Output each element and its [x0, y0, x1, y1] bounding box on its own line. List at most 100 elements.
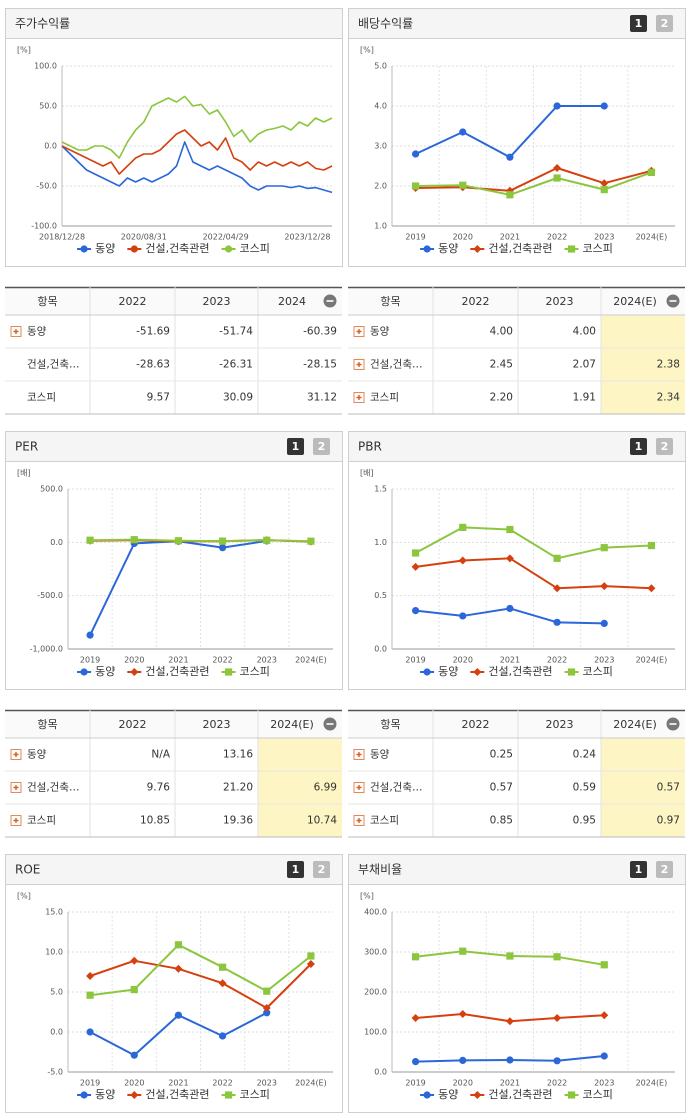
- data-point: [600, 582, 609, 591]
- page-button-label[interactable]: 1: [292, 863, 300, 876]
- data-point: [600, 179, 609, 188]
- chart-panel: ROE 1 2 [%] -5.0 0.0 5.0 10.0 15.0 2019 2020 2021 20…: [5, 854, 343, 1113]
- legend-marker: [473, 245, 482, 253]
- table-header-cell: 2022: [119, 718, 147, 731]
- series-line: [61, 141, 333, 194]
- expand-icon-plus[interactable]: [13, 785, 19, 790]
- page-button-label[interactable]: 2: [318, 440, 326, 453]
- x-tick-label: 2024(E): [295, 1079, 327, 1088]
- x-tick-label: 2019: [80, 1079, 100, 1088]
- x-tick-label: 2022: [547, 233, 567, 242]
- table-cell: 0.24: [573, 749, 597, 761]
- page-button-label[interactable]: 2: [661, 863, 669, 876]
- chart-title: 부채비율: [358, 863, 402, 877]
- table-cell: -60.39: [303, 326, 337, 338]
- table-header-cell: 2024(E): [270, 718, 314, 731]
- table-header-cell: 2022: [462, 718, 490, 731]
- legend-label: 동양: [95, 1088, 115, 1101]
- data-point: [459, 947, 467, 955]
- page-button[interactable]: [313, 861, 330, 878]
- legend: 동양 건설,건축관련 코스피: [77, 665, 270, 678]
- table-cell: -51.69: [136, 326, 170, 338]
- page-button-label[interactable]: 1: [635, 17, 643, 30]
- page-button-label[interactable]: 2: [661, 17, 669, 30]
- data-point: [506, 153, 514, 161]
- data-point: [218, 963, 227, 971]
- panel-header: [348, 431, 686, 462]
- expand-icon-plus[interactable]: [356, 818, 362, 823]
- legend-label: 코스피: [583, 242, 613, 255]
- x-tick-label: 2020: [453, 1079, 473, 1088]
- page-button[interactable]: [630, 861, 647, 878]
- legend-label: 건설,건축관련: [145, 665, 209, 678]
- table-cell: 6.99: [314, 782, 337, 794]
- legend-marker: [80, 668, 88, 676]
- series-line: [90, 538, 311, 543]
- series-line: [61, 95, 333, 159]
- chart-panel: PER 1 2 [배] -1,000.0 -500.0 0.0 500.0 2019 2020 20…: [5, 431, 343, 690]
- row-label: 동양: [27, 326, 47, 338]
- expand-icon-plus[interactable]: [13, 752, 19, 757]
- table-cell: -51.74: [219, 326, 253, 338]
- y-tick-label: 15.0: [45, 908, 63, 917]
- table-cell: 30.09: [223, 392, 253, 404]
- page-button[interactable]: [287, 438, 304, 455]
- row-label: 건설,건축…: [27, 782, 79, 794]
- page-button[interactable]: [656, 438, 673, 455]
- expand-icon-plus[interactable]: [356, 395, 362, 400]
- page-button-label[interactable]: 1: [292, 440, 300, 453]
- expand-icon-plus[interactable]: [356, 785, 362, 790]
- legend-marker: [567, 668, 576, 676]
- x-tick-label: 2022: [547, 656, 567, 665]
- data-table: 항목 2022 2023 2024(E) 동양 0.25 0.24 건설,건축… 0.57 0.5…: [348, 709, 685, 838]
- page-button-label[interactable]: 1: [635, 440, 643, 453]
- x-tick-label: 2019: [405, 233, 425, 242]
- legend-label: 건설,건축관련: [145, 1088, 209, 1101]
- page-button[interactable]: [313, 438, 330, 455]
- table-cell: 10.74: [307, 815, 337, 827]
- data-point: [86, 536, 94, 544]
- unit-label: [배]: [360, 469, 374, 478]
- legend-label: 코스피: [240, 665, 270, 678]
- data-point: [553, 554, 561, 562]
- data-point: [459, 612, 467, 620]
- x-tick-label: 2019: [80, 656, 100, 665]
- data-point: [411, 1058, 420, 1066]
- x-tick-label: 2024(E): [636, 1079, 668, 1088]
- page-button-label[interactable]: 2: [661, 440, 669, 453]
- chart-panel: 주가수익률 [%] -100.0 -50.0 0.0 50.0 100.0 2018/12/2…: [5, 8, 343, 267]
- table-cell: 0.85: [490, 815, 513, 827]
- data-point: [506, 952, 514, 960]
- unit-label: [%]: [360, 892, 374, 901]
- x-tick-label: 2021: [500, 1079, 520, 1088]
- page-button[interactable]: [630, 15, 647, 32]
- table-cell: 21.20: [223, 782, 253, 794]
- expand-icon-plus[interactable]: [13, 329, 19, 334]
- page-button[interactable]: [656, 15, 673, 32]
- highlight-column: [601, 738, 685, 837]
- data-point: [600, 961, 608, 969]
- legend-marker: [224, 1091, 233, 1099]
- legend-marker: [80, 1091, 88, 1099]
- page-button[interactable]: [630, 438, 647, 455]
- page-button-label[interactable]: 1: [635, 863, 643, 876]
- data-table: 항목 2022 2023 2024 동양 -51.69 -51.74 -60.39 건설,건축……: [5, 286, 342, 415]
- page-button[interactable]: [287, 861, 304, 878]
- expand-icon-plus[interactable]: [356, 362, 362, 367]
- chart-title: ROE: [15, 863, 40, 877]
- legend-label: 건설,건축관련: [488, 1088, 552, 1101]
- data-point: [600, 619, 608, 628]
- legend: 동양 건설,건축관련 코스피: [420, 242, 613, 255]
- expand-icon-plus[interactable]: [13, 818, 19, 823]
- page-button-label[interactable]: 2: [318, 863, 326, 876]
- y-tick-label: 0.0: [50, 538, 63, 547]
- expand-icon-plus[interactable]: [356, 329, 362, 334]
- x-tick-label: 2021: [168, 656, 188, 665]
- expand-icon-plus[interactable]: [356, 752, 362, 757]
- data-point: [411, 1014, 420, 1022]
- page-button[interactable]: [656, 861, 673, 878]
- table-cell: -26.31: [219, 359, 253, 371]
- data-point: [505, 554, 514, 563]
- table-header-cell: 항목: [37, 295, 57, 308]
